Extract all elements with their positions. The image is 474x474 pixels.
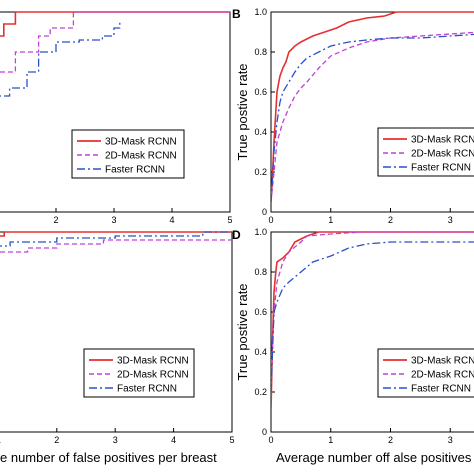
panel-c: 1 2 3 4 5 3D-Mask RCNN 2D-Mask RCNN Faster RCNN… xyxy=(0,231,235,465)
legend: 3D-Mask RCNN 2D-Mask RCNN Faster RCNN xyxy=(377,127,474,177)
series-line-3d-mask-rcnn xyxy=(0,231,232,237)
legend-entry: 3D-Mask RCNN xyxy=(411,356,474,367)
x-axis-label: Average number off alse positives per b xyxy=(276,450,474,465)
y-axis-label: True postive rate xyxy=(235,63,250,160)
y-tick-label: 0.4 xyxy=(254,347,267,357)
plot-frame xyxy=(270,231,474,433)
x-tick-label: 2 xyxy=(54,435,59,445)
series-group xyxy=(271,11,474,203)
x-tick-label: 2 xyxy=(53,215,58,225)
panel-a: 1 2 3 4 5 3D-Mask RCNN 2D-Mask RCNN Faster RCNN xyxy=(0,11,233,225)
x-tick-label: 0 xyxy=(268,435,273,445)
y-tick-label: 1.0 xyxy=(254,227,267,237)
x-tick-label: 1 xyxy=(0,435,1,445)
series-line-2d-mask-rcnn xyxy=(0,239,232,253)
x-tick-label: 1 xyxy=(0,215,1,225)
series-group xyxy=(0,11,230,97)
x-tick-label: 1 xyxy=(328,215,333,225)
legend-box xyxy=(83,348,195,398)
series-line-2d-mask-rcnn xyxy=(271,31,474,203)
y-tick-label: 0.8 xyxy=(254,267,267,277)
series-line-3d-mask-rcnn xyxy=(0,11,230,37)
legend-box xyxy=(377,348,474,398)
panel-b: 0 1 2 3 0 0.2 0.4 0.6 0.8 1.0 3D-Mask RCNN 2D-Mask … xyxy=(232,7,474,225)
legend: 3D-Mask RCNN 2D-Mask RCNN Faster RCNN xyxy=(71,129,185,179)
x-tick-label: 4 xyxy=(171,435,176,445)
legend-entry: 2D-Mask RCNN xyxy=(411,370,474,381)
legend-box xyxy=(377,127,474,177)
plot-frame xyxy=(0,231,233,433)
y-tick-label: 0 xyxy=(262,207,267,217)
x-tick-label: 2 xyxy=(388,435,393,445)
legend-entry: 2D-Mask RCNN xyxy=(117,370,189,381)
series-group xyxy=(271,231,474,413)
y-tick-label: 0.2 xyxy=(254,387,267,397)
legend-entry: 3D-Mask RCNN xyxy=(117,356,189,367)
x-tick-label: 2 xyxy=(388,215,393,225)
legend-entry: 3D-Mask RCNN xyxy=(411,135,474,146)
panel-label: D xyxy=(232,228,241,242)
series-line-2d-mask-rcnn xyxy=(271,231,474,373)
panel-label: B xyxy=(232,7,241,21)
legend-entry: Faster RCNN xyxy=(411,384,471,395)
plot-frame xyxy=(0,11,231,213)
x-tick-label: 3 xyxy=(113,435,118,445)
legend-entry: Faster RCNN xyxy=(105,165,165,176)
x-tick-label: 3 xyxy=(111,215,116,225)
y-axis-label: True postive rate xyxy=(235,283,250,380)
legend-entry: Faster RCNN xyxy=(117,384,177,395)
x-tick-label: 3 xyxy=(448,435,453,445)
series-line-2d-mask-rcnn xyxy=(0,11,230,73)
legend-box xyxy=(71,129,185,179)
legend-entry: 2D-Mask RCNN xyxy=(105,151,177,162)
series-group xyxy=(0,231,232,253)
y-tick-label: 0.6 xyxy=(254,307,267,317)
y-tick-label: 0.4 xyxy=(254,127,267,137)
x-tick-label: 1 xyxy=(328,435,333,445)
y-tick-label: 0 xyxy=(262,427,267,437)
series-line-3d-mask-rcnn xyxy=(271,11,474,203)
series-line-faster-rcnn xyxy=(0,231,232,247)
legend: 3D-Mask RCNN 2D-Mask RCNN Faster RCNN xyxy=(83,348,195,398)
series-line-faster-rcnn xyxy=(0,20,121,97)
legend-entry: 3D-Mask RCNN xyxy=(105,137,177,148)
y-tick-label: 1.0 xyxy=(254,7,267,17)
x-axis-label: e number of false positives per breast xyxy=(0,450,217,465)
series-line-faster-rcnn xyxy=(271,33,474,203)
y-tick-label: 0.6 xyxy=(254,87,267,97)
x-tick-label: 0 xyxy=(268,215,273,225)
x-tick-label: 5 xyxy=(227,215,232,225)
panel-d: 0 1 2 3 0 0.2 0.4 0.6 0.8 1.0 3D-Mask RCNN 2D-Mask … xyxy=(232,227,474,465)
legend-entry: 2D-Mask RCNN xyxy=(411,149,474,160)
x-tick-label: 5 xyxy=(229,435,234,445)
legend: 3D-Mask RCNN 2D-Mask RCNN Faster RCNN xyxy=(377,348,474,398)
legend-entry: Faster RCNN xyxy=(411,163,471,174)
x-tick-label: 4 xyxy=(169,215,174,225)
y-tick-label: 0.8 xyxy=(254,47,267,57)
y-tick-label: 0.2 xyxy=(254,167,267,177)
x-tick-label: 3 xyxy=(448,215,453,225)
